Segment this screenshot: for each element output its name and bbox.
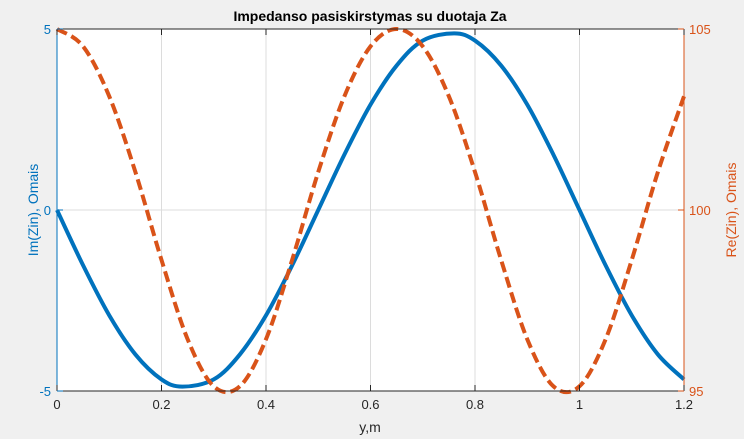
chart-title: Impedanso pasiskirstymas su duotaja Za (233, 8, 506, 24)
series-line-re-zin (55, 27, 686, 395)
x-tick-label: 0.4 (257, 397, 275, 412)
x-tick-label: 1 (576, 397, 583, 412)
right-y-tick-label: 100 (689, 203, 711, 218)
right-y-tick-label: 105 (689, 22, 711, 37)
series-line-im-zin (55, 31, 686, 389)
x-tick-label: 0.8 (466, 397, 484, 412)
x-tick-label: 1.2 (675, 397, 693, 412)
x-tick-label: 0 (53, 397, 60, 412)
right-y-tick-label: 95 (689, 384, 703, 399)
series-layer (55, 27, 686, 395)
left-y-tick-label: 0 (44, 203, 51, 218)
x-tick-label: 0.2 (152, 397, 170, 412)
left-y-tick-label: -5 (39, 384, 51, 399)
x-tick-label: 0.6 (361, 397, 379, 412)
right-y-axis-label: Re(Zin), Omais (723, 163, 739, 258)
left-y-axis-label: Im(Zin), Omais (25, 164, 41, 257)
left-y-tick-label: 5 (44, 22, 51, 37)
x-axis-label: y,m (359, 419, 381, 435)
